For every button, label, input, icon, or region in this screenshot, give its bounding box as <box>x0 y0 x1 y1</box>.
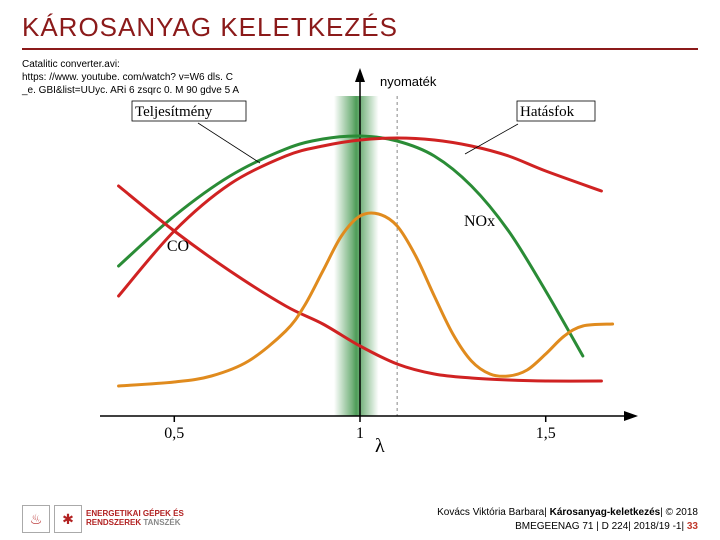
chart: 0,5 1 1,5 λ Teljesítmény Hatásfok CO NOx <box>60 56 640 466</box>
footer-logo: ♨ ✱ ENERGETIKAI GÉPEK ÉS RENDSZEREK TANS… <box>22 504 187 534</box>
footer-line1: Kovács Viktória Barbara| Károsanyag-kele… <box>437 506 698 520</box>
footer-line1c: | © 2018 <box>660 507 698 518</box>
page-title: KÁROSANYAG KELETKEZÉS <box>22 12 398 43</box>
footer-line2a: BMEGEENAG 71 | D 224| 2018/19 -1| <box>515 521 687 532</box>
logo-line1: ENERGETIKAI GÉPEK ÉS <box>86 509 184 518</box>
page-number: 33 <box>687 521 698 532</box>
title-underline <box>22 48 698 50</box>
flame-icon: ♨ <box>22 505 50 533</box>
footer-line1b: Károsanyag-keletkezés <box>550 507 661 518</box>
svg-text:0,5: 0,5 <box>164 425 184 442</box>
star-icon: ✱ <box>54 505 82 533</box>
logo-line3: TANSZÉK <box>143 518 180 527</box>
svg-text:Teljesítmény: Teljesítmény <box>135 104 213 120</box>
svg-text:1,5: 1,5 <box>536 425 556 442</box>
footer-line1a: Kovács Viktória Barbara| <box>437 507 549 518</box>
footer-line2: BMEGEENAG 71 | D 224| 2018/19 -1| 33 <box>437 520 698 534</box>
svg-text:CO: CO <box>167 238 189 255</box>
svg-text:1: 1 <box>356 425 364 442</box>
footer-right: Kovács Viktória Barbara| Károsanyag-kele… <box>437 506 698 534</box>
chart-svg: 0,5 1 1,5 λ Teljesítmény Hatásfok CO NOx <box>60 56 640 466</box>
logo-text: ENERGETIKAI GÉPEK ÉS RENDSZEREK TANSZÉK <box>86 510 184 528</box>
svg-text:NOx: NOx <box>464 213 495 230</box>
svg-text:λ: λ <box>375 435 385 457</box>
svg-text:Hatásfok: Hatásfok <box>520 104 575 120</box>
logo-line2: RENDSZEREK <box>86 518 141 527</box>
